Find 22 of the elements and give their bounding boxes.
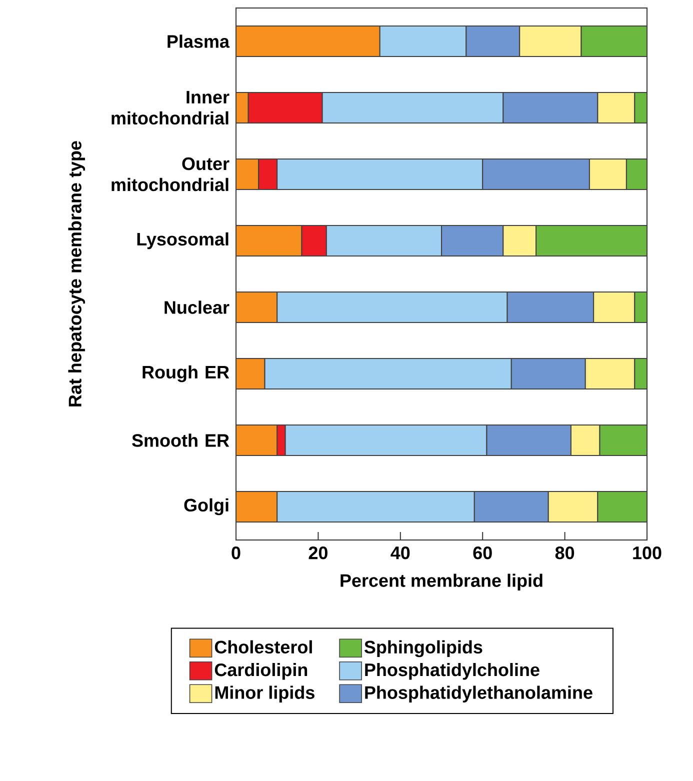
legend-label: Minor lipids — [215, 686, 314, 703]
y-tick-label: Smooth ER — [132, 434, 230, 447]
legend-label: Phosphatidylethanolamine — [365, 686, 592, 703]
y-tick-label: Golgi — [184, 498, 228, 516]
y-axis-title: Rat hepatocyte membrane type — [68, 141, 86, 406]
y-tick-label: Nuclear — [164, 300, 230, 314]
legend-label: Cardiolipin — [214, 663, 308, 680]
x-tick-label: 20 — [308, 546, 328, 560]
legend-label: Cholesterol — [214, 640, 312, 654]
x-tick-label: 60 — [473, 546, 492, 560]
y-tick-label: Plasma — [168, 34, 230, 48]
x-tick-label: 40 — [390, 546, 410, 560]
x-tick-label: 0 — [232, 546, 240, 560]
y-tick-label: Rough ER — [142, 365, 230, 382]
x-tick-label: 100 — [633, 546, 662, 560]
y-tick-label: Outer mitochondrial — [112, 157, 230, 192]
x-tick-label: 80 — [555, 546, 574, 560]
x-axis-title: Percent membrane lipid — [340, 574, 542, 591]
y-tick-label: Inner mitochondrial — [112, 90, 230, 125]
legend-label: Phosphatidylcholine — [365, 663, 540, 680]
legend-label: Sphingolipids — [364, 640, 482, 658]
y-tick-label: Lysosomal — [137, 232, 228, 250]
